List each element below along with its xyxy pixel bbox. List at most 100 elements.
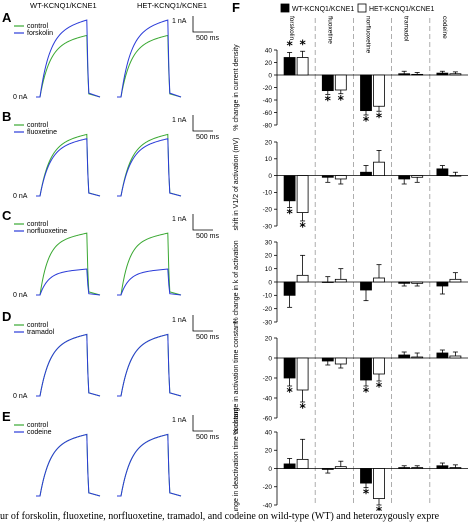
- legend-label-control: control: [27, 221, 48, 228]
- y-tick-label: -20: [263, 306, 273, 313]
- trace-drug-wt: [36, 268, 101, 296]
- zero-current-label: 0 nA: [13, 94, 28, 101]
- legend-label-wt: WT-KCNQ1/KCNE1: [292, 6, 354, 13]
- y-tick-label: 0: [268, 72, 272, 79]
- bar-het: [334, 357, 347, 365]
- bar-wt: [360, 357, 372, 381]
- trace-control-wt: [36, 34, 101, 98]
- trace-drug-het: [117, 138, 182, 197]
- y-tick-label: 0: [268, 466, 272, 473]
- scale-time-label: 500 ms: [196, 233, 219, 240]
- figure-caption: ur of forskolin, fluoxetine, norfluoxeti…: [0, 511, 440, 522]
- bar-het: [373, 357, 385, 375]
- bar-het: [373, 468, 385, 500]
- y-tick-label: 20: [265, 253, 273, 260]
- legend-label-control: control: [27, 23, 48, 30]
- y-tick-label: -60: [263, 110, 273, 117]
- legend-label-het: HET-KCNQ1/KCNE1: [369, 6, 434, 13]
- y-tick-label: -30: [263, 223, 273, 230]
- bar-wt: [436, 352, 449, 359]
- panel-letter: A: [2, 10, 12, 25]
- legend-label-drug: tramadol: [27, 329, 55, 336]
- bar-wt: [398, 73, 411, 76]
- bar-wt: [283, 463, 296, 469]
- bar-wt: [436, 465, 449, 469]
- bar-het: [373, 277, 385, 283]
- bar-wt: [360, 171, 372, 177]
- significance-star: *: [299, 401, 306, 415]
- y-tick-label: -20: [263, 85, 273, 92]
- trace-control-het: [117, 232, 182, 296]
- bar-wt: [321, 281, 334, 283]
- bar-wt: [360, 281, 372, 291]
- y-tick-label: 40: [265, 47, 273, 54]
- significance-star: *: [325, 93, 332, 107]
- bar-wt: [321, 74, 334, 92]
- zero-current-label: 0 nA: [13, 393, 28, 400]
- scale-current-label: 1 nA: [172, 18, 187, 25]
- significance-star: *: [363, 114, 370, 128]
- bar-wt: [321, 468, 334, 470]
- bar-het: [449, 175, 462, 177]
- subplot-1: -80 -60 -40 -20 0 20 40 % change in current den…: [233, 37, 468, 131]
- bar-wt: [436, 168, 449, 177]
- zero-current-label: 0 nA: [13, 292, 28, 299]
- significance-star: *: [376, 380, 383, 394]
- category-label: fluoxetine: [326, 16, 333, 44]
- current-traces-panel: WT-KCNQ1/KCNE1 HET-KCNQ1/KCNE1Acontrolfor…: [2, 1, 219, 497]
- y-tick-label: -10: [263, 293, 273, 300]
- bar-wt: [283, 57, 296, 76]
- panel-letter: B: [2, 109, 11, 124]
- y-tick-label: -80: [263, 122, 273, 129]
- scale-time-label: 500 ms: [196, 434, 219, 441]
- category-label: codeine: [441, 16, 448, 39]
- y-tick-label: -40: [263, 395, 273, 402]
- bar-wt: [283, 357, 296, 379]
- bar-chart-panel: F WT-KCNQ1/KCNE1 HET-KCNQ1/KCNE1 forskolin f…: [232, 0, 468, 511]
- bar-het: [296, 357, 309, 391]
- legend-label-control: control: [27, 322, 48, 329]
- bar-het: [449, 73, 462, 76]
- scale-current-label: 1 nA: [172, 417, 187, 424]
- figure: WT-KCNQ1/KCNE1 HET-KCNQ1/KCNE1Acontrolfor…: [2, 0, 468, 511]
- y-axis-label: shift in V1/2 of activation (mV): [233, 138, 240, 231]
- y-axis-label: % change in activation time constant: [233, 321, 240, 435]
- significance-star: *: [363, 487, 370, 501]
- bar-wt: [360, 74, 372, 112]
- bar-wt: [436, 72, 449, 76]
- legend-label-drug: norfluoxetine: [27, 228, 67, 235]
- bar-het: [296, 57, 309, 76]
- category-label: forskolin: [288, 16, 295, 41]
- bar-wt: [321, 175, 334, 178]
- panel-letter: D: [2, 309, 11, 324]
- scale-time-label: 500 ms: [196, 334, 219, 341]
- bar-wt: [360, 468, 372, 484]
- trace-drug-wt: [36, 138, 101, 197]
- bar-het: [373, 74, 385, 107]
- bar-het: [296, 274, 309, 283]
- bar-het: [411, 356, 424, 359]
- panel-letter: E: [2, 409, 11, 424]
- bar-het: [411, 73, 424, 76]
- trace-control-het: [117, 133, 182, 197]
- bar-het: [296, 175, 309, 213]
- significance-star: *: [299, 37, 306, 51]
- bar-het: [334, 175, 347, 180]
- bar-wt: [398, 281, 411, 284]
- category-label: norfluoxetine: [365, 16, 372, 54]
- y-tick-label: 20: [265, 448, 273, 455]
- panel-letter: C: [2, 208, 12, 223]
- bar-het: [411, 281, 424, 284]
- panel-letter: F: [232, 0, 240, 15]
- y-tick-label: 20: [265, 139, 273, 146]
- bar-het: [334, 278, 347, 283]
- scale-bar: [192, 214, 213, 231]
- scale-current-label: 1 nA: [172, 216, 187, 223]
- y-tick-label: 0: [268, 355, 272, 362]
- y-tick-label: 0: [268, 173, 272, 180]
- legend-label-control: control: [27, 422, 48, 429]
- trace-control-het: [117, 333, 182, 397]
